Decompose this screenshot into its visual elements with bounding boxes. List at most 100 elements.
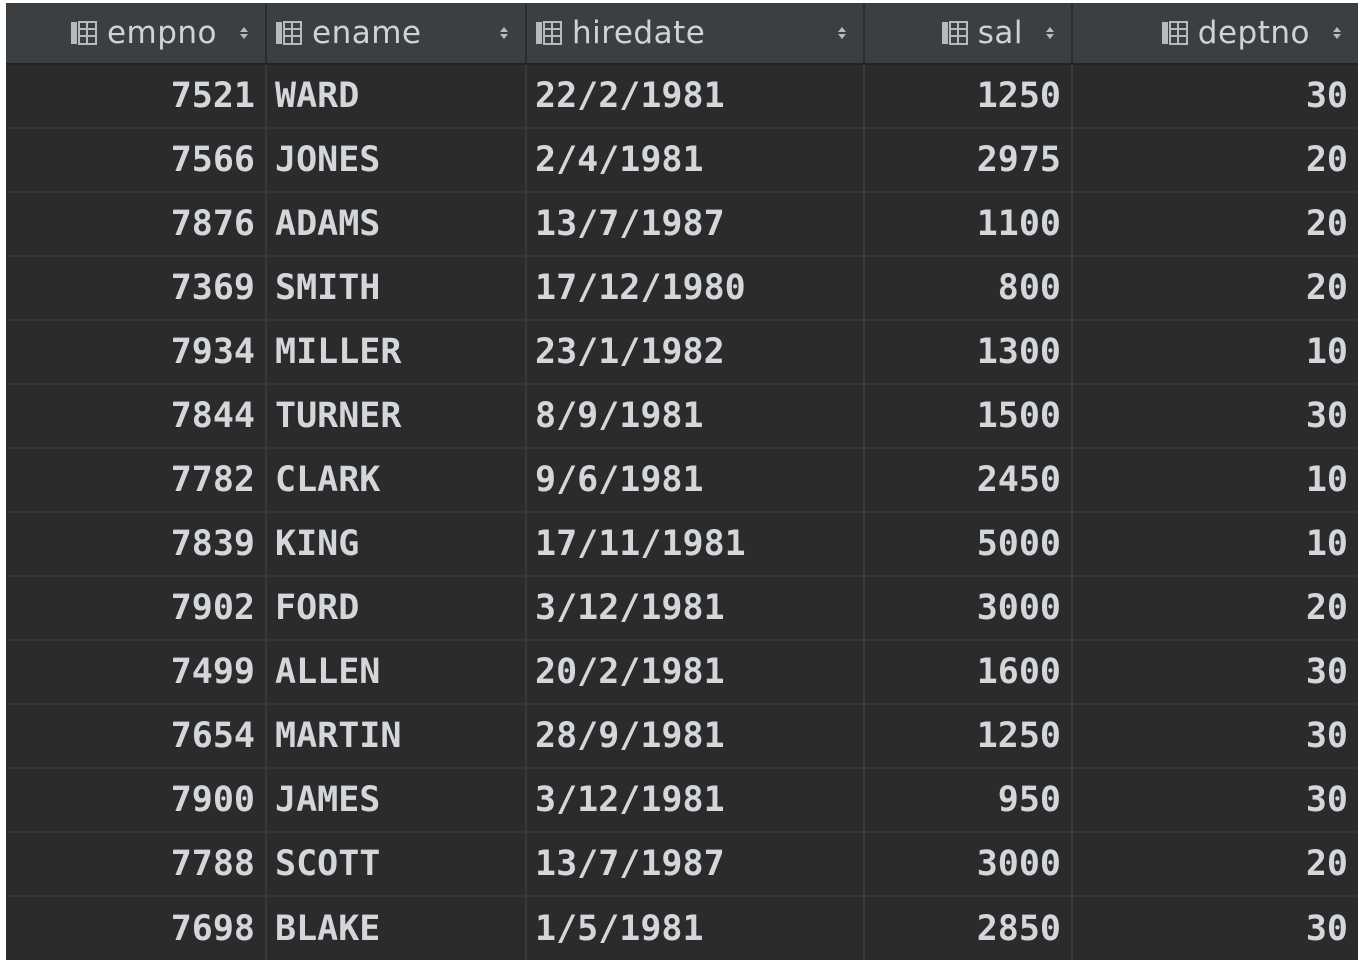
table-row[interactable]: 7782 CLARK 9/6/1981 2450 10 [6,448,1358,513]
column-icon [941,21,968,45]
cell-empno[interactable]: 7369 [6,256,267,321]
table-row[interactable]: 7788 SCOTT 13/7/1987 3000 20 [6,832,1358,897]
cell-deptno[interactable]: 30 [1072,896,1358,960]
table-row[interactable]: 7839 KING 17/11/1981 5000 10 [6,512,1358,577]
cell-hiredate[interactable]: 3/12/1981 [526,768,865,833]
cell-hiredate[interactable]: 1/5/1981 [526,896,865,960]
cell-hiredate[interactable]: 13/7/1987 [526,832,865,897]
cell-ename[interactable]: ADAMS [266,192,527,257]
cell-hiredate[interactable]: 8/9/1981 [526,384,865,449]
cell-hiredate[interactable]: 23/1/1982 [526,320,865,385]
sort-icon[interactable] [1330,27,1344,39]
cell-empno[interactable]: 7934 [6,320,267,385]
cell-empno[interactable]: 7844 [6,384,267,449]
cell-ename[interactable]: CLARK [266,448,527,513]
column-header-empno[interactable]: empno [6,3,267,65]
table-row[interactable]: 7566 JONES 2/4/1981 2975 20 [6,128,1358,193]
cell-ename[interactable]: ALLEN [266,640,527,705]
cell-empno[interactable]: 7839 [6,512,267,577]
cell-sal[interactable]: 2850 [864,896,1073,960]
column-header-sal[interactable]: sal [864,3,1073,65]
column-label-ename: ename [312,15,422,51]
cell-empno[interactable]: 7698 [6,896,267,960]
cell-sal[interactable]: 1500 [864,384,1073,449]
cell-deptno[interactable]: 10 [1072,320,1358,385]
cell-sal[interactable]: 3000 [864,832,1073,897]
cell-deptno[interactable]: 10 [1072,448,1358,513]
table-row[interactable]: 7698 BLAKE 1/5/1981 2850 30 [6,896,1358,960]
cell-sal[interactable]: 1100 [864,192,1073,257]
cell-ename[interactable]: FORD [266,576,527,641]
cell-ename[interactable]: SCOTT [266,832,527,897]
sort-icon[interactable] [497,27,511,39]
cell-deptno[interactable]: 20 [1072,192,1358,257]
cell-sal[interactable]: 2975 [864,128,1073,193]
cell-hiredate[interactable]: 28/9/1981 [526,704,865,769]
cell-ename[interactable]: MILLER [266,320,527,385]
cell-deptno[interactable]: 30 [1072,64,1358,129]
cell-deptno[interactable]: 20 [1072,832,1358,897]
cell-ename[interactable]: TURNER [266,384,527,449]
cell-empno[interactable]: 7566 [6,128,267,193]
sort-icon[interactable] [1043,27,1057,39]
cell-deptno[interactable]: 20 [1072,256,1358,321]
cell-hiredate[interactable]: 20/2/1981 [526,640,865,705]
cell-deptno[interactable]: 30 [1072,704,1358,769]
cell-sal[interactable]: 950 [864,768,1073,833]
column-icon [276,21,302,45]
cell-empno[interactable]: 7782 [6,448,267,513]
column-label-hiredate: hiredate [572,15,706,51]
cell-ename[interactable]: JAMES [266,768,527,833]
cell-deptno[interactable]: 20 [1072,128,1358,193]
cell-ename[interactable]: JONES [266,128,527,193]
cell-ename[interactable]: BLAKE [266,896,527,960]
cell-empno[interactable]: 7902 [6,576,267,641]
cell-hiredate[interactable]: 9/6/1981 [526,448,865,513]
cell-empno[interactable]: 7900 [6,768,267,833]
cell-sal[interactable]: 5000 [864,512,1073,577]
cell-deptno[interactable]: 30 [1072,768,1358,833]
column-header-hiredate[interactable]: hiredate [526,3,865,65]
cell-ename[interactable]: KING [266,512,527,577]
cell-sal[interactable]: 3000 [864,576,1073,641]
cell-empno[interactable]: 7654 [6,704,267,769]
table-row[interactable]: 7900 JAMES 3/12/1981 950 30 [6,768,1358,833]
table-row[interactable]: 7654 MARTIN 28/9/1981 1250 30 [6,704,1358,769]
cell-empno[interactable]: 7876 [6,192,267,257]
sort-icon[interactable] [835,27,849,39]
table-row[interactable]: 7902 FORD 3/12/1981 3000 20 [6,576,1358,641]
column-header-ename[interactable]: ename [266,3,527,65]
cell-ename[interactable]: SMITH [266,256,527,321]
table-row[interactable]: 7369 SMITH 17/12/1980 800 20 [6,256,1358,321]
column-icon [1161,21,1188,45]
cell-hiredate[interactable]: 3/12/1981 [526,576,865,641]
cell-deptno[interactable]: 30 [1072,640,1358,705]
cell-hiredate[interactable]: 17/12/1980 [526,256,865,321]
cell-hiredate[interactable]: 13/7/1987 [526,192,865,257]
table-row[interactable]: 7499 ALLEN 20/2/1981 1600 30 [6,640,1358,705]
cell-deptno[interactable]: 10 [1072,512,1358,577]
cell-sal[interactable]: 1250 [864,64,1073,129]
cell-empno[interactable]: 7788 [6,832,267,897]
table-row[interactable]: 7521 WARD 22/2/1981 1250 30 [6,64,1358,129]
cell-deptno[interactable]: 20 [1072,576,1358,641]
cell-hiredate[interactable]: 2/4/1981 [526,128,865,193]
column-header-deptno[interactable]: deptno [1072,3,1358,65]
sort-icon[interactable] [237,27,251,39]
cell-empno[interactable]: 7521 [6,64,267,129]
table-row[interactable]: 7844 TURNER 8/9/1981 1500 30 [6,384,1358,449]
table-row[interactable]: 7876 ADAMS 13/7/1987 1100 20 [6,192,1358,257]
column-label-empno: empno [106,15,217,51]
table-row[interactable]: 7934 MILLER 23/1/1982 1300 10 [6,320,1358,385]
cell-sal[interactable]: 1300 [864,320,1073,385]
cell-hiredate[interactable]: 22/2/1981 [526,64,865,129]
cell-sal[interactable]: 1600 [864,640,1073,705]
cell-sal[interactable]: 800 [864,256,1073,321]
cell-hiredate[interactable]: 17/11/1981 [526,512,865,577]
cell-empno[interactable]: 7499 [6,640,267,705]
cell-sal[interactable]: 1250 [864,704,1073,769]
cell-ename[interactable]: WARD [266,64,527,129]
cell-deptno[interactable]: 30 [1072,384,1358,449]
cell-ename[interactable]: MARTIN [266,704,527,769]
cell-sal[interactable]: 2450 [864,448,1073,513]
